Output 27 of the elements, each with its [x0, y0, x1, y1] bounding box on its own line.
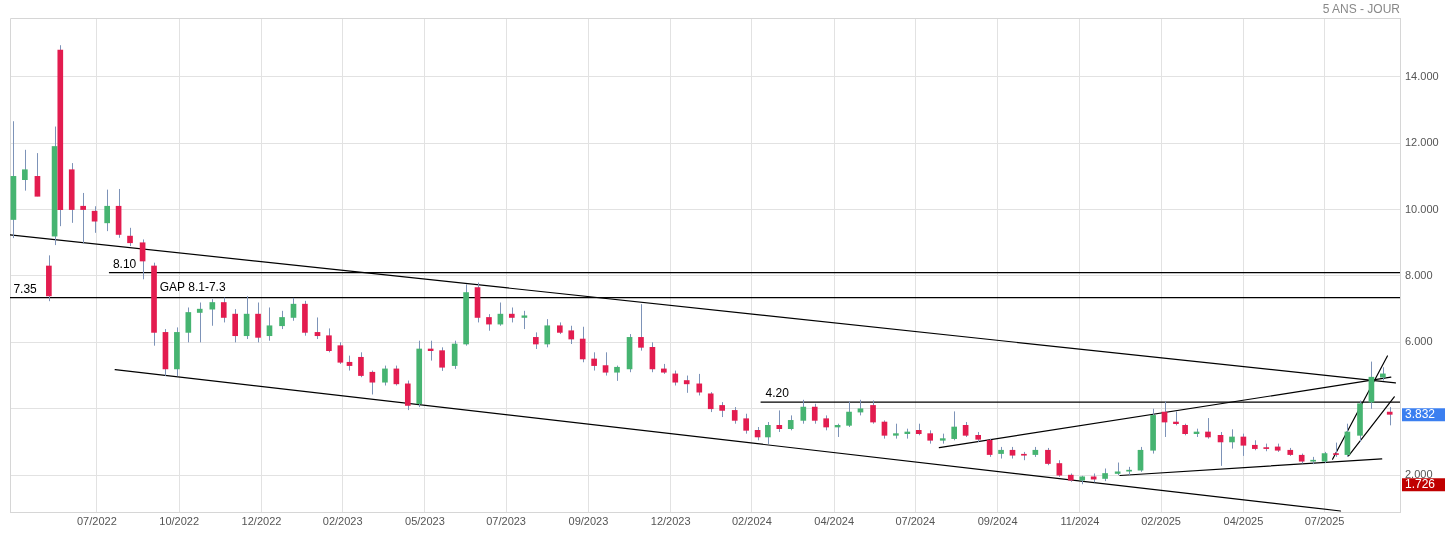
x-tick-label: 12/2022 [241, 514, 282, 527]
x-tick-label: 02/2025 [1141, 514, 1181, 527]
x-tick-label: 10/2022 [159, 514, 200, 527]
x-tick-label: 07/2023 [486, 514, 526, 527]
x-tick-label: 05/2023 [405, 514, 445, 527]
x-tick-label: 09/2023 [568, 514, 609, 527]
x-tick-label: 11/2024 [1060, 514, 1100, 527]
x-tick-label: 09/2024 [977, 514, 1018, 527]
annotation: GAP 8.1-7.3 [159, 280, 226, 295]
text: 3.832 [1405, 407, 1436, 422]
y-tick-label: 10.000 [1405, 202, 1439, 215]
x-tick-label: 04/2024 [814, 514, 855, 527]
annotation: 4.20 [765, 386, 790, 401]
annotation: 8.10 [112, 256, 137, 271]
x-tick-label: 07/2024 [895, 514, 936, 527]
y-tick-label: 6.000 [1405, 335, 1433, 348]
x-tick-label: 07/2022 [76, 514, 117, 527]
annotation: 7.35 [13, 281, 38, 296]
y-tick-label: 8.000 [1405, 268, 1433, 281]
chart-subtitle: 5 ANS - JOUR [1322, 2, 1400, 16]
x-tick-label: 02/2023 [322, 514, 363, 527]
y-tick-label: 12.000 [1405, 136, 1439, 149]
y-tick-label: 14.000 [1405, 69, 1439, 82]
x-tick-label: 04/2025 [1223, 514, 1264, 527]
x-tick-label: 02/2024 [731, 514, 772, 527]
x-tick-label: 07/2025 [1304, 514, 1345, 527]
x-tick-label: 12/2023 [650, 514, 691, 527]
